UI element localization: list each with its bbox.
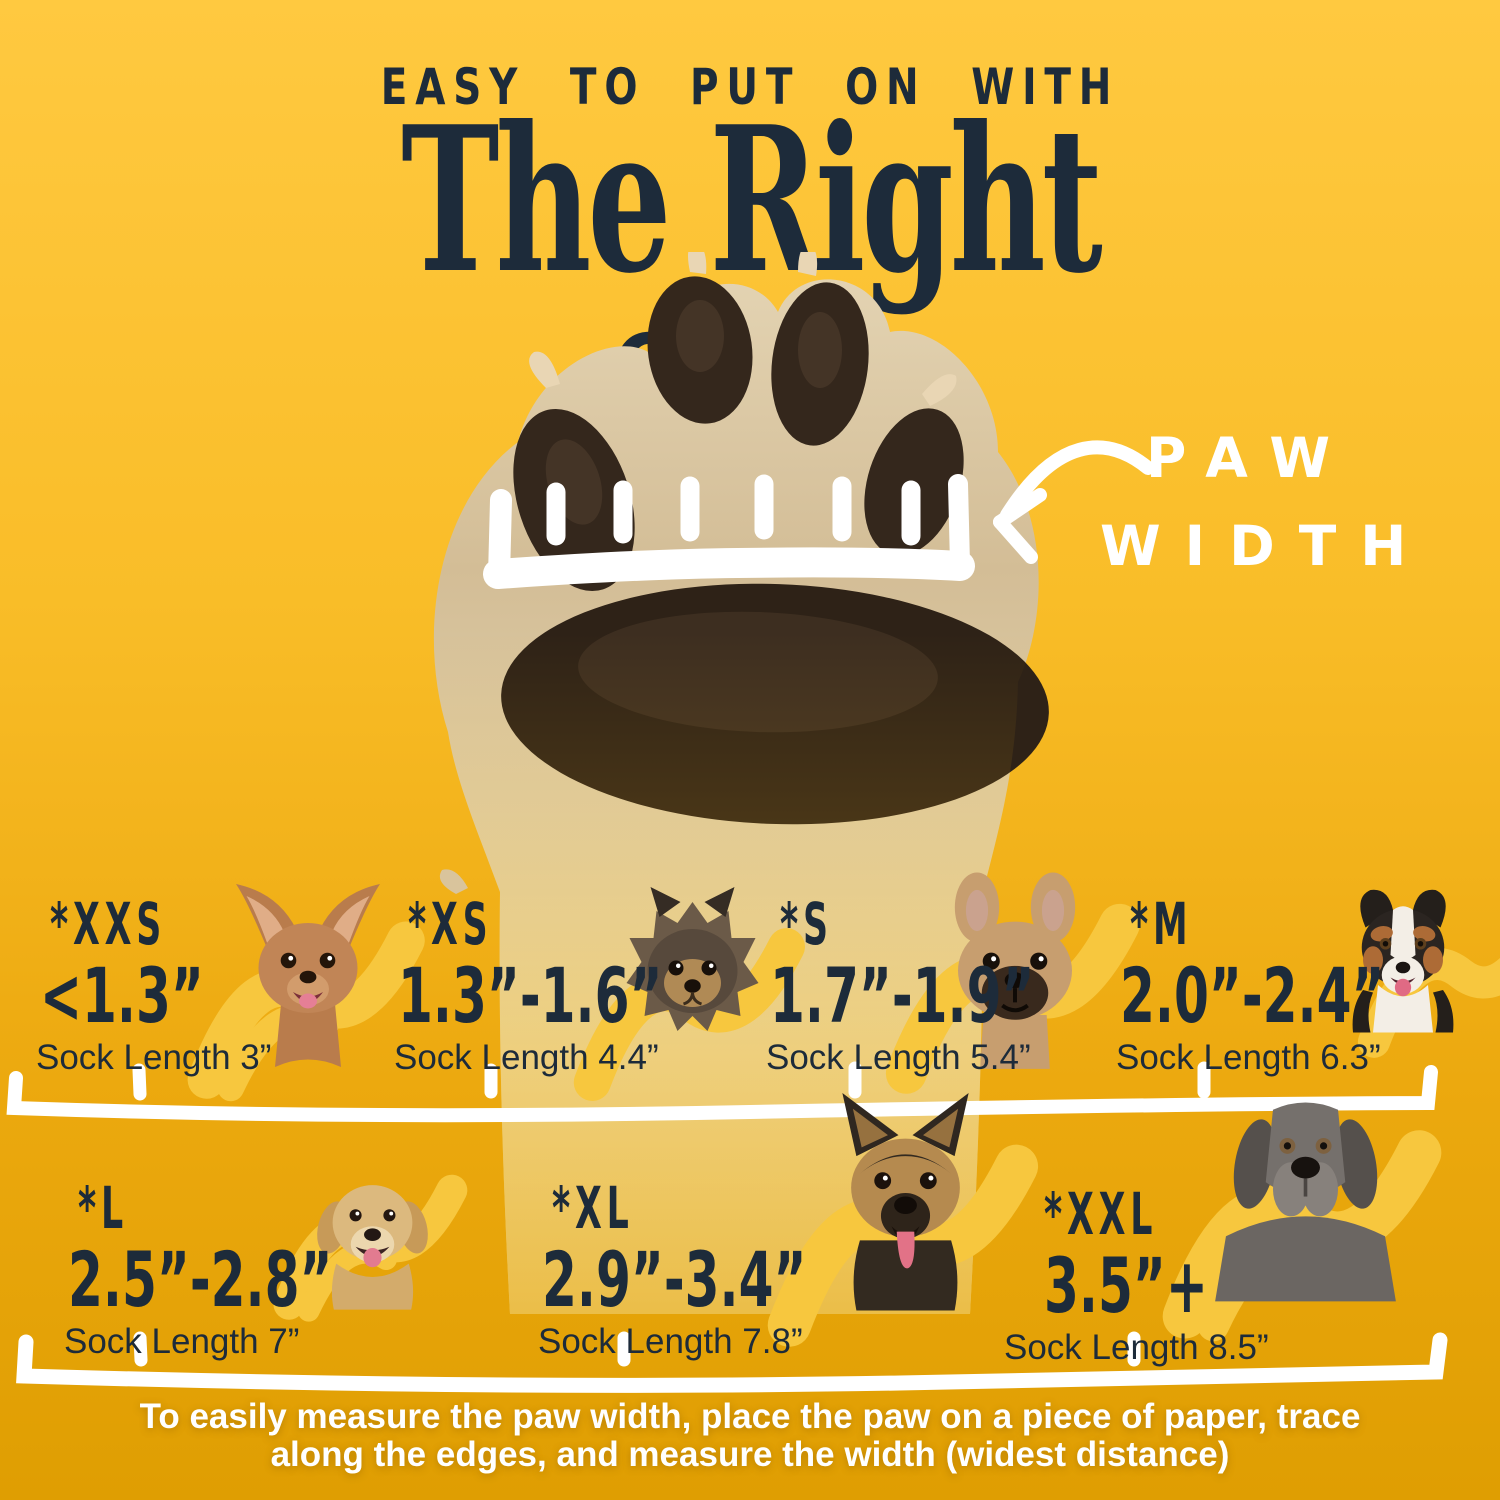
dog-photo-golden-retriever: [273, 1102, 468, 1322]
size-code: *XXL: [1044, 1180, 1158, 1248]
dog-photo-yorkshire-terrier: [573, 878, 805, 1102]
sock-length: Sock Length 4.4”: [394, 1038, 659, 1077]
measuring-instructions-line1: To easily measure the paw width, place t…: [139, 1397, 1361, 1436]
size-code: *M: [1130, 890, 1193, 958]
measuring-instructions-line2: along the edges, and measure the width (…: [270, 1435, 1230, 1474]
size-ruler-row2: [16, 1331, 1448, 1393]
dog-photo-great-dane: [1162, 1070, 1441, 1342]
dog-photo-german-shepherd: [767, 1086, 1038, 1347]
sock-length: Sock Length 6.3”: [1116, 1038, 1381, 1077]
size-ruler-row1: [6, 1061, 1438, 1123]
paw-width-range: 2.0”-2.4”: [1120, 951, 1385, 1040]
size-entry-xxs: *XXS <1.3” Sock Length 3”: [36, 894, 288, 1078]
paw-width-arrow-icon: [993, 440, 1155, 564]
paw-toe-pads: [513, 276, 964, 592]
paw-width-label: PAW WIDTH: [1100, 414, 1431, 590]
size-entry-xs: *XS 1.3”-1.6” Sock Length 4.4”: [394, 894, 799, 1078]
dog-photo-french-bulldog: [885, 832, 1140, 1094]
size-entry-xxl: *XXL 3.5”+ Sock Length 8.5”: [1004, 1184, 1292, 1368]
paw-width-range: 1.3”-1.6”: [398, 951, 663, 1040]
header-kicker: EASY TO PUT ON WITH: [380, 58, 1120, 116]
paw-width-label-line2: WIDTH: [1100, 514, 1431, 578]
paw-width-measure-marks: [483, 474, 975, 589]
dog-photo-australian-shepherd: [1328, 860, 1500, 1058]
size-code: *XXS: [50, 890, 167, 958]
paw-width-range: 2.9”-3.4”: [542, 1235, 807, 1324]
paw-width-range: <1.3”: [40, 951, 204, 1040]
size-entry-m: *M 2.0”-2.4” Sock Length 6.3”: [1116, 894, 1500, 1078]
sock-length: Sock Length 7”: [64, 1322, 300, 1361]
size-code: *XL: [552, 1174, 634, 1242]
sock-length: Sock Length 3”: [36, 1038, 272, 1077]
dog-photo-chihuahua: [187, 870, 425, 1102]
sock-length: Sock Length 7.8”: [538, 1322, 803, 1361]
paw-width-label-line1: PAW: [1145, 426, 1355, 490]
paw-width-range: 2.5”-2.8”: [68, 1235, 333, 1324]
paw-claws: [439, 252, 957, 894]
sock-length: Sock Length 8.5”: [1004, 1328, 1269, 1367]
size-code: *L: [78, 1174, 128, 1242]
size-entry-l: *L 2.5”-2.8” Sock Length 7”: [64, 1178, 469, 1362]
size-entry-s: *S 1.7”-1.9” Sock Length 5.4”: [766, 894, 1171, 1078]
size-entry-xl: *XL 2.9”-3.4” Sock Length 7.8”: [538, 1178, 943, 1362]
paw-width-range: 1.7”-1.9”: [770, 951, 1035, 1040]
size-code: *XS: [408, 890, 493, 958]
size-code: *S: [780, 890, 833, 958]
paw-width-range: 3.5”+: [1044, 1241, 1208, 1330]
measuring-instructions: To easily measure the paw width, place t…: [0, 1398, 1500, 1474]
sock-length: Sock Length 5.4”: [766, 1038, 1031, 1077]
